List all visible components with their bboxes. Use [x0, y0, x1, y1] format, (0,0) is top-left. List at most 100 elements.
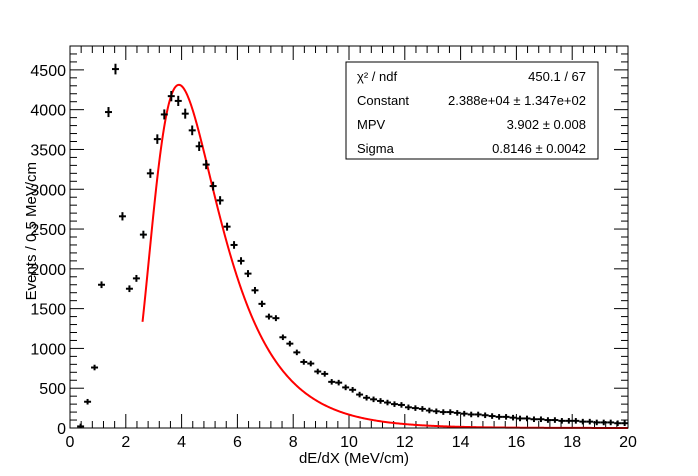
data-point	[544, 417, 552, 423]
stat-mpv-label: MPV	[357, 117, 386, 132]
data-point	[411, 405, 419, 411]
y-tick-label: 3000	[30, 182, 66, 199]
data-point	[202, 159, 210, 170]
fit-stats-box: χ² / ndf 450.1 / 67 Constant 2.388e+04 ±…	[345, 61, 599, 160]
stat-chi2-label: χ² / ndf	[357, 69, 397, 84]
data-point	[237, 257, 245, 265]
data-point	[279, 334, 287, 341]
data-point	[565, 418, 573, 424]
data-point	[516, 415, 524, 422]
data-point	[390, 401, 398, 407]
data-point	[467, 411, 475, 418]
data-point	[537, 416, 545, 423]
data-point	[488, 413, 496, 419]
data-point	[356, 391, 364, 398]
x-tick-label: 8	[289, 434, 298, 451]
stat-constant-value: 2.388e+04 ± 1.347e+02	[448, 93, 586, 108]
data-point	[160, 109, 168, 120]
plot-frame	[69, 45, 629, 429]
data-point	[446, 409, 454, 415]
data-point	[335, 379, 343, 386]
data-point	[586, 418, 594, 425]
data-point	[251, 286, 259, 294]
y-tick-label: 2500	[30, 222, 66, 239]
y-axis-title: Events / 0.5 MeV/cm	[23, 162, 40, 300]
data-point	[377, 398, 385, 404]
data-point	[181, 108, 189, 119]
data-point	[572, 418, 580, 424]
data-point	[404, 404, 412, 411]
data-point	[502, 414, 510, 420]
axis-ticks	[69, 45, 629, 429]
data-point	[523, 415, 531, 422]
data-point	[418, 406, 426, 412]
data-point	[439, 409, 447, 415]
data-point	[509, 414, 517, 421]
data-point	[349, 387, 357, 393]
y-tick-label: 2000	[30, 262, 66, 279]
data-point	[342, 384, 350, 391]
data-point	[174, 95, 182, 107]
x-tick-label: 18	[563, 434, 581, 451]
y-tick-label: 500	[39, 381, 66, 398]
data-point	[98, 281, 106, 289]
data-points-layer	[77, 63, 629, 428]
data-point	[118, 212, 126, 221]
data-point	[370, 396, 378, 403]
data-point	[321, 371, 329, 377]
x-tick-label: 20	[619, 434, 637, 451]
data-point	[223, 222, 231, 231]
data-point	[328, 379, 336, 385]
stat-constant-label: Constant	[357, 93, 409, 108]
data-point	[77, 423, 85, 428]
data-point	[600, 419, 608, 426]
data-point	[384, 399, 391, 406]
data-point	[139, 230, 147, 239]
data-point	[314, 368, 322, 375]
data-point	[614, 420, 622, 427]
data-point	[286, 340, 294, 347]
data-point	[272, 315, 280, 322]
y-tick-label: 4500	[30, 63, 66, 80]
stat-sigma-label: Sigma	[357, 141, 395, 156]
x-axis-title: dE/dX (MeV/cm)	[299, 450, 409, 467]
data-point	[216, 196, 224, 205]
data-point	[258, 300, 266, 308]
stat-mpv-value: 3.902 ± 0.008	[507, 117, 586, 132]
data-point	[425, 407, 433, 414]
data-point	[397, 402, 405, 408]
x-tick-label: 6	[233, 434, 242, 451]
data-point	[244, 270, 252, 278]
x-tick-label: 2	[121, 434, 130, 451]
y-tick-label: 1000	[30, 341, 66, 358]
data-point	[91, 364, 99, 371]
data-point	[579, 418, 587, 425]
x-tick-label: 12	[396, 434, 414, 451]
data-point	[153, 134, 161, 144]
data-point	[125, 285, 133, 293]
data-point	[230, 241, 238, 249]
data-point	[621, 420, 629, 427]
data-point	[481, 412, 489, 419]
data-point	[495, 414, 503, 420]
data-point	[460, 410, 468, 417]
data-point	[195, 141, 203, 151]
stat-sigma-value: 0.8146 ± 0.0042	[492, 141, 586, 156]
data-point	[293, 349, 301, 356]
y-tick-label: 3500	[30, 142, 66, 159]
stat-chi2-value: 450.1 / 67	[528, 69, 586, 84]
data-point	[432, 408, 440, 415]
data-point	[551, 417, 559, 423]
data-point	[453, 410, 461, 416]
stats-box-frame	[345, 61, 599, 160]
data-point	[474, 411, 482, 418]
data-point	[363, 394, 371, 401]
data-point	[84, 398, 92, 405]
data-point	[209, 181, 217, 191]
x-tick-label: 16	[508, 434, 526, 451]
data-point	[265, 313, 273, 320]
data-point	[167, 90, 175, 102]
data-point	[105, 107, 112, 118]
y-tick-label: 1500	[30, 302, 66, 319]
